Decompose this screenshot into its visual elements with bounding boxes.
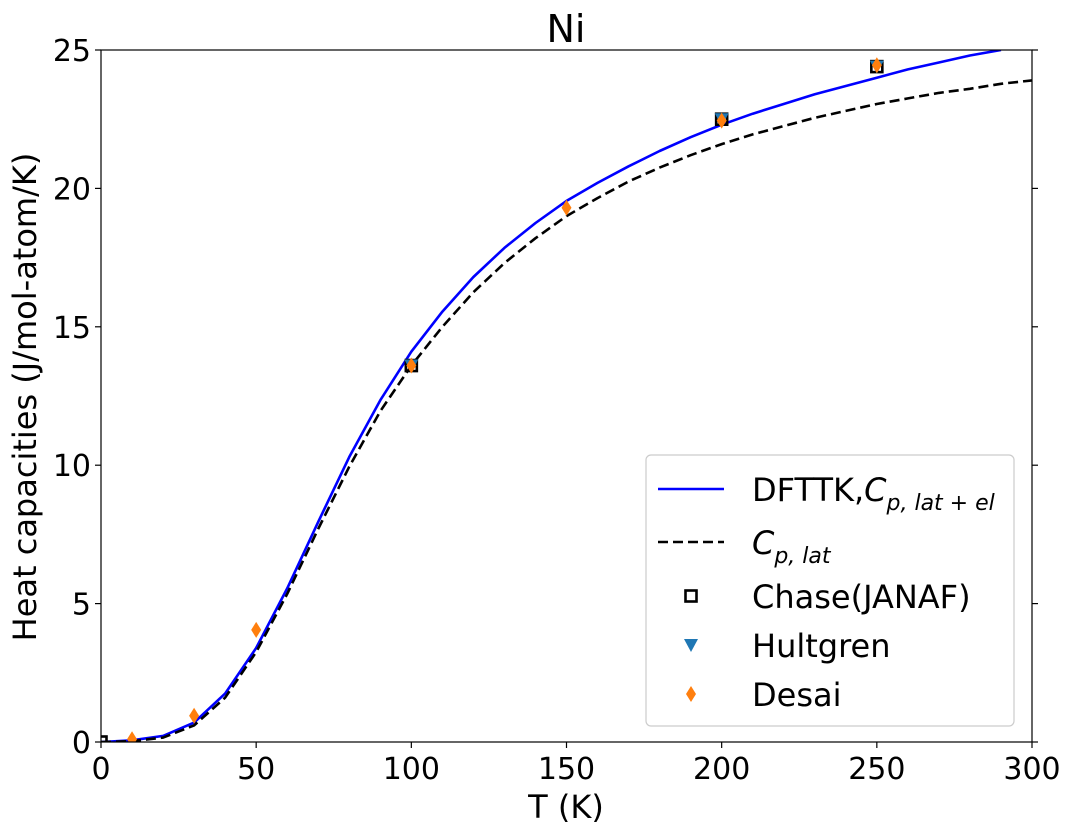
legend-box bbox=[645, 454, 1015, 727]
y-tick-label: 15 bbox=[53, 311, 91, 346]
y-tick-label: 25 bbox=[53, 34, 91, 69]
legend-marker-swatch bbox=[686, 686, 696, 702]
legend-label-main: DFTTK, bbox=[752, 471, 864, 509]
data-point-diamond bbox=[406, 357, 417, 374]
data-point-diamond bbox=[871, 57, 882, 74]
legend-marker-swatch bbox=[684, 639, 698, 652]
y-axis-title: Heat capacities (J/mol-atom/K) bbox=[6, 153, 44, 642]
x-tick-label: 250 bbox=[848, 752, 905, 787]
x-tick-label: 0 bbox=[91, 752, 110, 787]
y-tick-label: 20 bbox=[53, 172, 91, 207]
y-tick-label: 5 bbox=[72, 588, 91, 623]
y-tick-label: 10 bbox=[53, 449, 91, 484]
x-tick-label: 50 bbox=[237, 752, 275, 787]
x-tick-label: 200 bbox=[693, 752, 750, 787]
axis-ticks: 0 50 100 150 200 250 300 0 5 10 15 20 25 bbox=[53, 34, 1061, 787]
legend-entry: Cp, lat bbox=[658, 524, 832, 569]
data-point-diamond bbox=[561, 199, 572, 216]
legend-label-symbol: C bbox=[864, 471, 887, 509]
legend-entry: Hultgren bbox=[684, 627, 891, 665]
series-points-diamond bbox=[127, 57, 882, 742]
legend-label: Chase(JANAF) bbox=[752, 578, 971, 616]
series-line-dfttk bbox=[101, 50, 1002, 742]
plot-area bbox=[100, 49, 1033, 743]
x-tick-label: 150 bbox=[538, 752, 595, 787]
data-point-diamond bbox=[251, 621, 262, 638]
legend-label-subscript: p, lat bbox=[773, 544, 832, 569]
legend-marker-swatch bbox=[684, 589, 698, 603]
chart-title: Ni bbox=[547, 7, 586, 51]
legend-label-symbol: C bbox=[752, 524, 775, 562]
legend-label-subscript: p, lat + el bbox=[886, 491, 995, 516]
data-point-diamond bbox=[716, 112, 727, 129]
legend-label: Cp, lat bbox=[752, 524, 832, 569]
series-line-cp-lat bbox=[101, 79, 1032, 742]
x-axis-title: T (K) bbox=[527, 788, 604, 826]
data-point-diamond bbox=[189, 707, 200, 724]
legend-entry: Desai bbox=[686, 676, 842, 714]
legend-entry: DFTTK,Cp, lat + el bbox=[658, 471, 995, 516]
legend-label: Desai bbox=[752, 676, 842, 714]
series-points-triangle-down bbox=[404, 60, 884, 373]
legend-entry: Chase(JANAF) bbox=[684, 578, 971, 616]
legend-label: Hultgren bbox=[752, 627, 891, 665]
x-tick-label: 100 bbox=[383, 752, 440, 787]
data-point-diamond bbox=[127, 731, 138, 742]
legend-label: DFTTK,Cp, lat + el bbox=[752, 471, 995, 516]
y-tick-label: 0 bbox=[72, 726, 91, 761]
x-tick-label: 300 bbox=[1003, 752, 1060, 787]
